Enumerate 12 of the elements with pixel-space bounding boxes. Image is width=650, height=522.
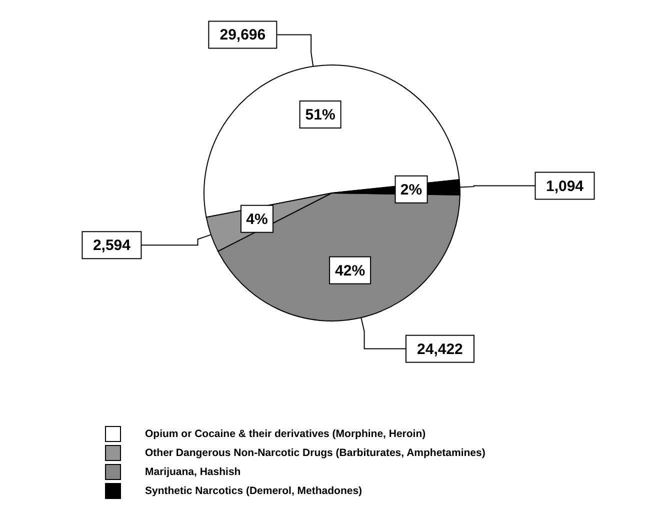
legend-label: Opium or Cocaine & their derivatives (Morphine, Heroin) xyxy=(145,428,426,440)
text: 51% xyxy=(305,106,336,124)
data-label: 24,422 xyxy=(417,340,463,358)
text: 42% xyxy=(335,262,366,279)
legend-label: Other Dangerous Non-Narcotic Drugs (Barbiturates, Amphetamines) xyxy=(145,446,486,458)
text: 2% xyxy=(400,180,422,198)
legend-label: Synthetic Narcotics (Demerol, Methadones) xyxy=(145,484,362,496)
data-label: 29,696 xyxy=(220,26,266,44)
data-label: 1,094 xyxy=(546,177,584,194)
legend-label: Marijuana, Hashish xyxy=(145,466,241,478)
data-label: 2,594 xyxy=(92,236,132,254)
text: 4% xyxy=(246,210,268,228)
